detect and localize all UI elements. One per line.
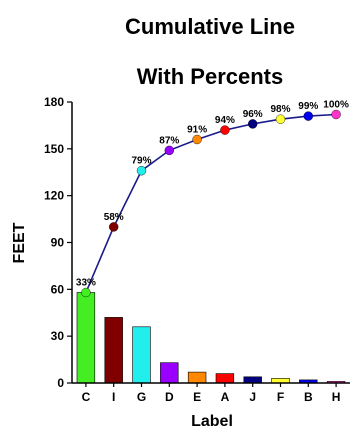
chart-title-line-1: Cumulative Line xyxy=(125,14,295,39)
percent-label-G: 79% xyxy=(131,156,151,167)
bar-E xyxy=(187,371,207,384)
percent-label-D: 87% xyxy=(159,135,179,146)
x-tick-label: H xyxy=(332,390,341,404)
cumulative-point-B xyxy=(303,111,313,121)
percent-label-B: 99% xyxy=(298,101,318,112)
y-tick-label: 30 xyxy=(51,329,65,343)
y-tick-label: 180 xyxy=(44,95,64,109)
chart-title-line-2: With Percents xyxy=(137,64,284,89)
cumulative-point-G xyxy=(136,165,147,176)
x-axis-label: Label xyxy=(191,413,233,430)
percent-label-C: 33% xyxy=(76,278,96,289)
tick-labels: 0 30 60 90 120 150 180 C I G D E A J F B H xyxy=(44,95,340,404)
y-tick-label: 120 xyxy=(44,189,64,203)
cumulative-point-I xyxy=(108,222,119,232)
x-tick-label: E xyxy=(193,390,201,404)
y-tick-label: 150 xyxy=(44,142,64,156)
bar-C xyxy=(76,292,96,384)
percent-label-I: 58% xyxy=(104,212,124,223)
x-tick-label: G xyxy=(137,390,146,404)
percent-label-F: 98% xyxy=(270,104,290,115)
cumulative-point-J xyxy=(247,119,258,129)
x-tick-label: B xyxy=(304,390,313,404)
cumulative-point-F xyxy=(275,114,286,124)
percent-label-E: 91% xyxy=(187,125,207,136)
y-axis-label: FEET xyxy=(11,222,28,263)
x-tick-label: C xyxy=(82,390,91,404)
bar-G xyxy=(132,326,151,384)
x-tick-label: F xyxy=(277,390,284,404)
percent-label-A: 94% xyxy=(215,115,235,126)
cumulative-point-E xyxy=(192,134,202,145)
y-tick-label: 0 xyxy=(57,376,64,390)
percent-label-J: 96% xyxy=(243,109,263,120)
cumulative-point-A xyxy=(220,125,230,135)
percent-label-H: 100% xyxy=(323,100,349,111)
x-tick-label: A xyxy=(221,390,230,404)
y-tick-label: 60 xyxy=(51,282,65,296)
bar-J xyxy=(243,376,262,384)
cumulative-point-D xyxy=(164,145,175,156)
cumulative-line-series: 33% 58% 79% 87% 91% 94% 96% 98% 99% 100% xyxy=(76,100,349,298)
bar-I xyxy=(104,317,123,384)
y-tick-label: 90 xyxy=(51,236,65,250)
bar-series xyxy=(76,292,346,384)
x-tick-label: D xyxy=(165,390,174,404)
cumulative-point-C xyxy=(81,287,91,298)
bar-D xyxy=(160,362,179,384)
x-tick-label: J xyxy=(249,390,256,404)
cumulative-line xyxy=(85,113,337,293)
x-tick-label: I xyxy=(112,390,115,404)
cumulative-point-H xyxy=(331,109,341,120)
bar-A xyxy=(215,373,235,384)
